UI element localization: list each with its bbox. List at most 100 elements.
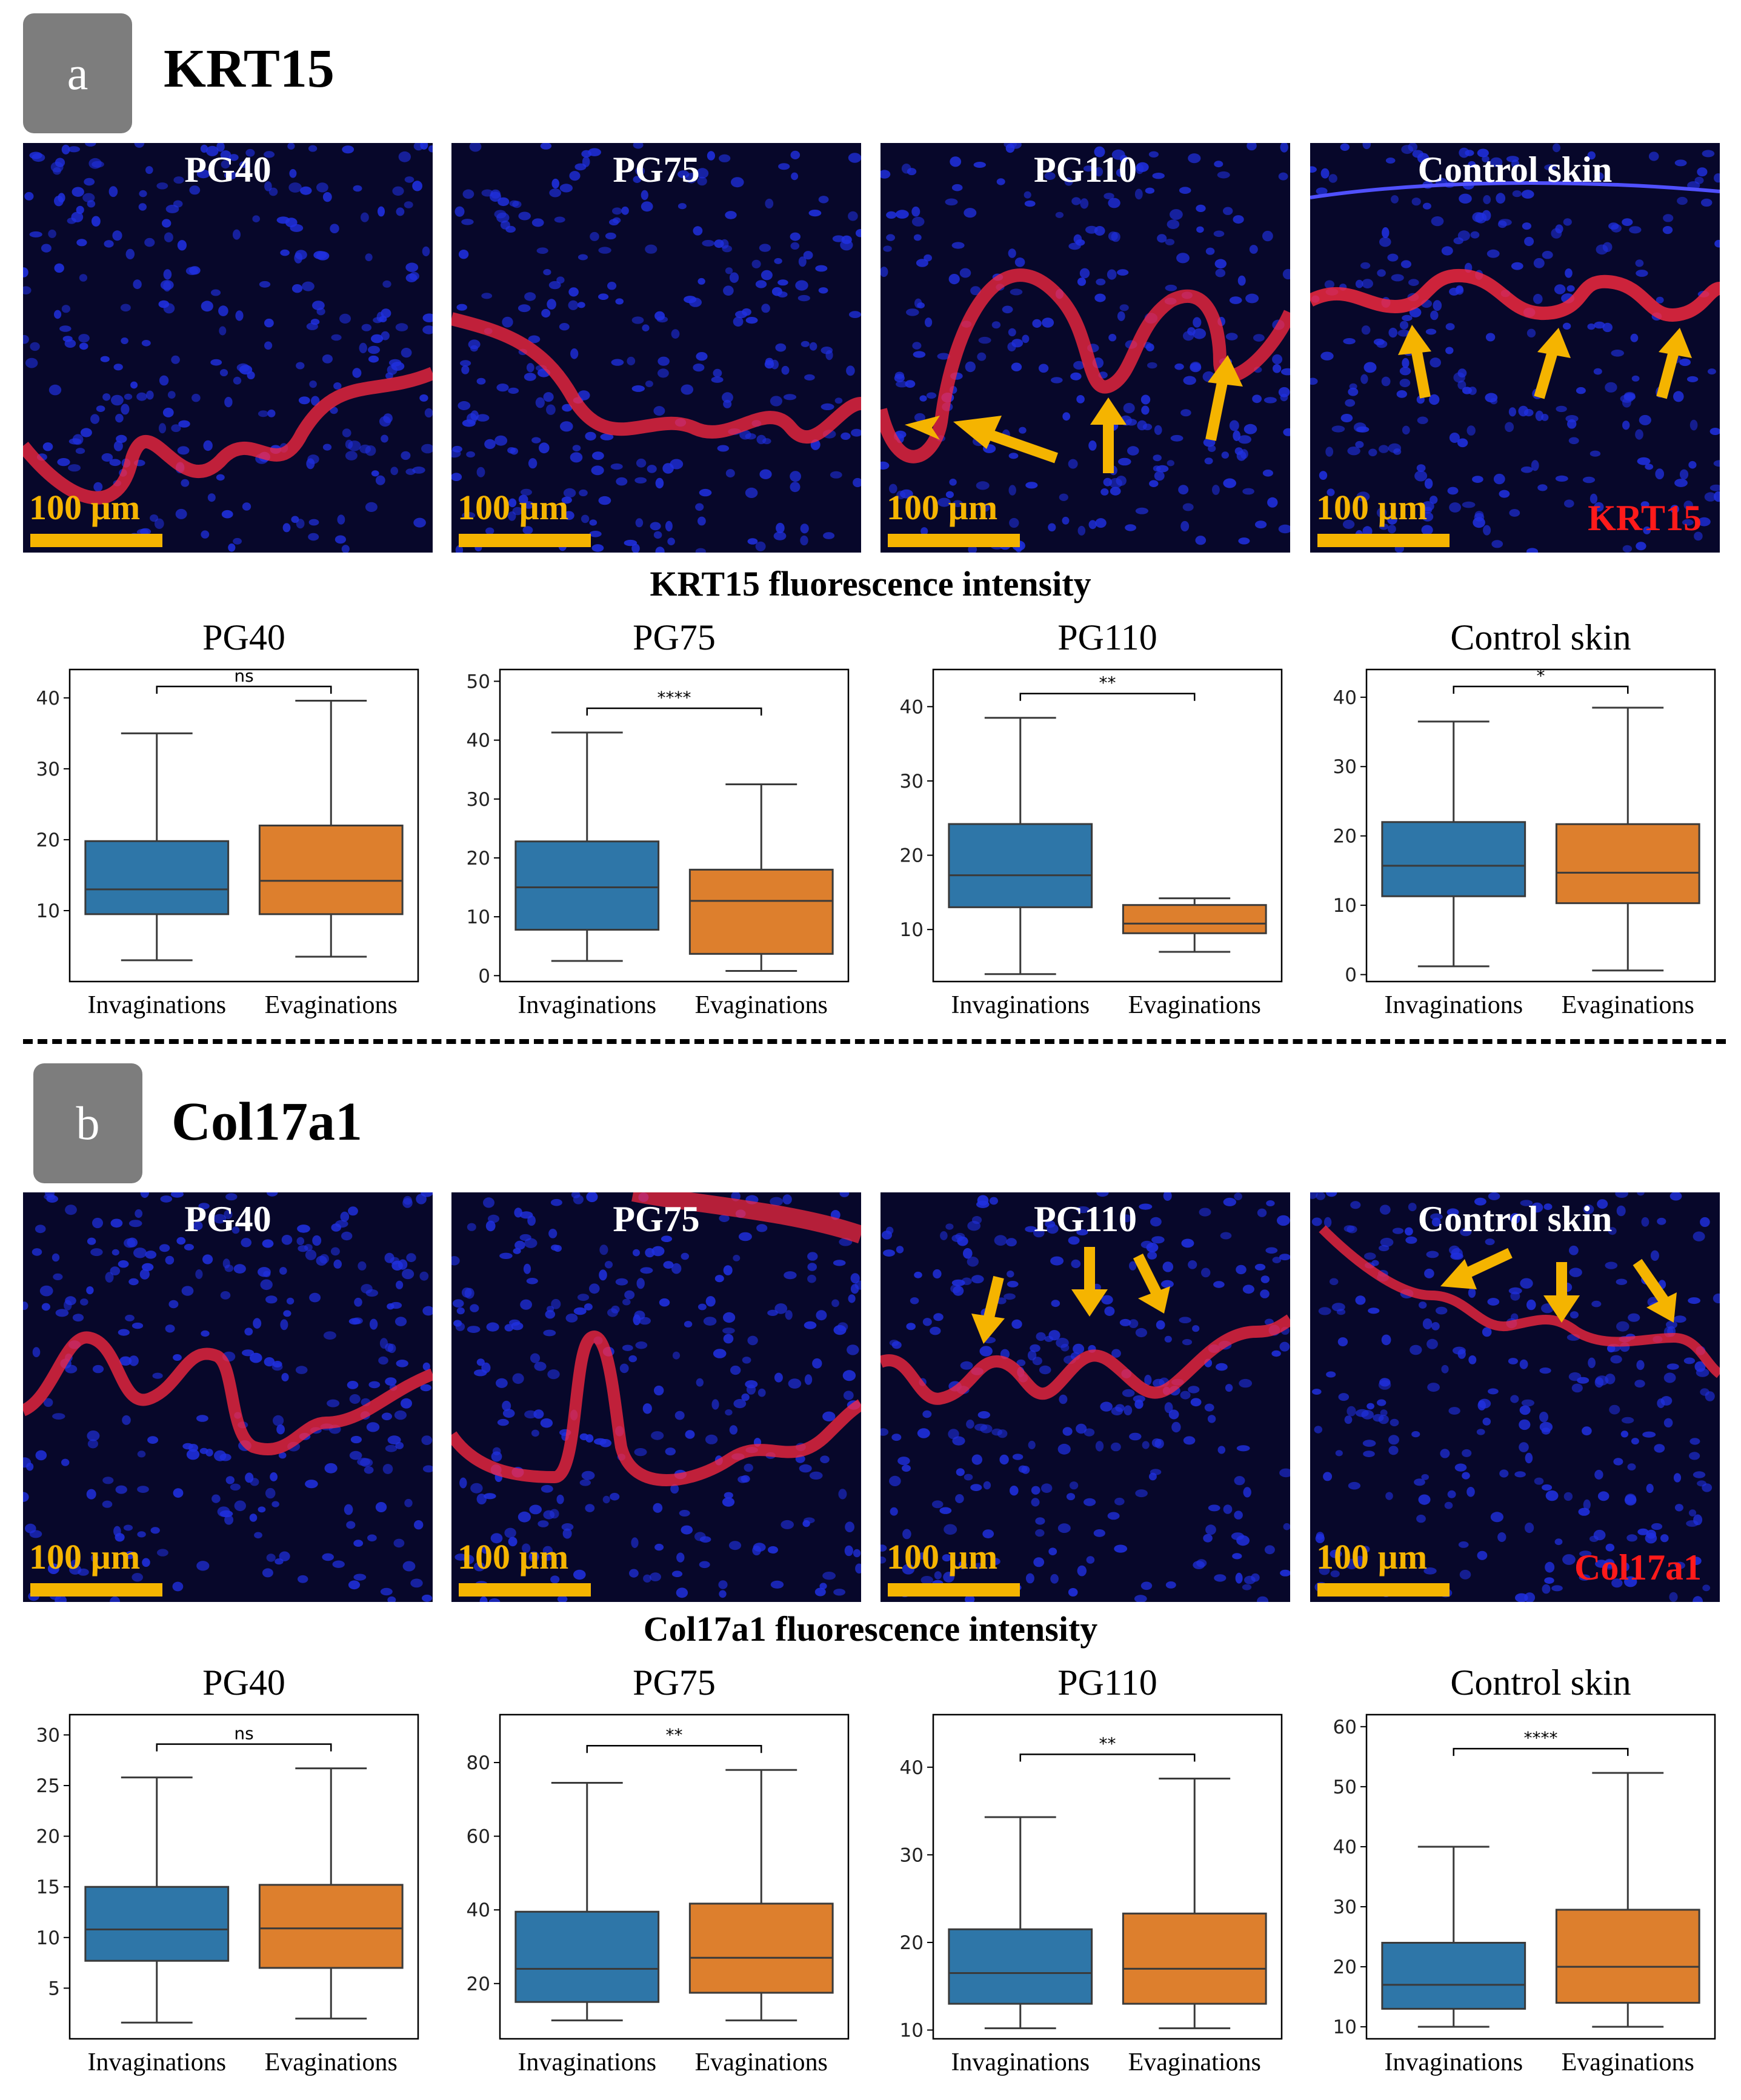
scale-bar-label: 100 µm — [458, 488, 569, 527]
box-iqr — [258, 1884, 404, 1969]
nuclei — [23, 143, 433, 553]
x-tick-label: Evaginations — [1562, 991, 1694, 1019]
box-evaginations — [1555, 706, 1700, 972]
y-tick-label: 30 — [36, 759, 60, 780]
y-tick-label: 20 — [36, 1826, 60, 1848]
scale-bar-label: 100 µm — [1316, 1537, 1428, 1577]
box-iqr — [688, 1902, 834, 1994]
boxplot-svg: Control skin 0 10 20 30 40 Invaginations Evagin… — [1333, 617, 1716, 1019]
y-tick-label: 25 — [36, 1775, 60, 1797]
plot-frame — [499, 668, 850, 983]
boxplot-a-control: Control skin 0 10 20 30 40 Invaginations Evagin… — [1309, 612, 1733, 1036]
scale-bar — [1317, 534, 1450, 547]
panel-b-tag: b — [33, 1063, 142, 1183]
box-invaginations — [948, 717, 1093, 975]
image-a-pg75: PG75 100 µm — [451, 143, 861, 553]
y-tick-label: 20 — [1333, 826, 1357, 848]
y-tick-label: 30 — [467, 789, 490, 811]
plot-frame — [932, 1713, 1283, 2040]
x-tick-label: Invaginations — [518, 2048, 656, 2076]
panel-b-title: Col17a1 — [171, 1092, 362, 1152]
image-title: PG110 — [1033, 1199, 1137, 1239]
box-iqr — [514, 840, 660, 931]
image-a-pg110: PG110 100 µm — [880, 143, 1290, 553]
plot-frame — [932, 668, 1283, 983]
y-tick-label: 10 — [1333, 2016, 1357, 2038]
y-tick-label: 15 — [36, 1876, 60, 1898]
panel-divider — [23, 1039, 1726, 1044]
nuclei — [451, 143, 861, 553]
x-tick-label: Invaginations — [1384, 2048, 1523, 2076]
x-tick-label: Invaginations — [1384, 991, 1523, 1019]
nuclei — [23, 1192, 433, 1602]
y-tick-label: 50 — [467, 671, 490, 693]
scale-bar — [1317, 1583, 1450, 1597]
boxplot-b-pg75: PG75 20 40 60 80 Invaginations Evaginations ** — [442, 1657, 867, 2093]
x-tick-label: Invaginations — [951, 2048, 1090, 2076]
x-tick-label: Evaginations — [265, 2048, 398, 2076]
image-a-pg40: PG40 100 µm — [23, 143, 433, 553]
box-iqr — [1122, 1912, 1267, 2005]
scale-bar-label: 100 µm — [29, 488, 141, 527]
y-tick-label: 10 — [36, 1927, 60, 1949]
boxplot-a-pg40: PG40 10 20 30 40 Invaginations Evaginations ns — [12, 612, 436, 1036]
image-b-pg40: PG40 100 µm — [23, 1192, 433, 1602]
box-invaginations — [1381, 1846, 1526, 2028]
scale-bar — [30, 1583, 162, 1597]
box-iqr — [1555, 823, 1700, 905]
image-b-pg75: PG75 100 µm — [451, 1192, 861, 1602]
y-tick-label: 20 — [900, 845, 924, 867]
boxplot-b-pg40: PG40 5 10 15 20 25 30 Invaginations Evaginations… — [12, 1657, 436, 2093]
x-tick-label: Invaginations — [87, 991, 226, 1019]
image-title: PG40 — [184, 150, 271, 190]
boxplot-b-pg110: PG110 10 20 30 40 Invaginations Evaginations ** — [876, 1657, 1300, 2093]
boxplot-svg: PG40 5 10 15 20 25 30 Invaginations Evaginations… — [36, 1663, 419, 2076]
image-a-control: Control skin 100 µm KRT15 — [1310, 143, 1720, 553]
significance-bracket — [1453, 1747, 1629, 1756]
nuclei — [1310, 143, 1720, 553]
chart-title: PG40 — [202, 1663, 285, 1703]
box-invaginations — [514, 731, 660, 962]
image-title: PG110 — [1033, 150, 1137, 190]
y-tick-label: 40 — [900, 696, 924, 718]
panel-a-title: KRT15 — [164, 39, 335, 99]
chart-title: Control skin — [1450, 1663, 1631, 1703]
y-tick-label: 30 — [36, 1724, 60, 1746]
box-invaginations — [948, 1816, 1093, 2030]
x-tick-label: Invaginations — [87, 2048, 226, 2076]
box-iqr — [1555, 1909, 1700, 2004]
box-iqr — [514, 1910, 660, 2003]
significance-bracket — [586, 1744, 762, 1753]
y-tick-label: 20 — [36, 829, 60, 851]
box-evaginations — [688, 1769, 834, 2022]
y-tick-label: 10 — [900, 2020, 924, 2042]
y-tick-label: 40 — [467, 1899, 490, 1921]
x-tick-label: Evaginations — [265, 991, 398, 1019]
significance-bracket — [1019, 693, 1196, 701]
significance-label: * — [1537, 666, 1545, 686]
y-tick-label: 80 — [467, 1752, 490, 1774]
x-tick-label: Evaginations — [1562, 2048, 1694, 2076]
y-tick-label: 30 — [900, 1844, 924, 1866]
x-tick-label: Evaginations — [695, 991, 828, 1019]
box-evaginations — [688, 783, 834, 972]
boxplot-svg: PG110 10 20 30 40 Invaginations Evaginations ** — [900, 617, 1283, 1019]
scale-bar — [888, 1583, 1020, 1597]
box-evaginations — [258, 1767, 404, 2020]
significance-label: ns — [234, 1724, 253, 1744]
y-tick-label: 0 — [1345, 965, 1357, 986]
chart-title: PG110 — [1057, 1663, 1157, 1703]
x-tick-label: Invaginations — [951, 991, 1090, 1019]
box-invaginations — [1381, 720, 1526, 968]
scale-bar — [459, 534, 591, 547]
box-invaginations — [84, 1776, 230, 2024]
y-tick-label: 40 — [36, 688, 60, 709]
significance-label: ** — [1099, 1734, 1116, 1754]
significance-bracket — [156, 1743, 332, 1752]
plot-frame — [68, 1713, 419, 2040]
scale-bar-label: 100 µm — [887, 488, 998, 527]
x-tick-label: Evaginations — [1128, 991, 1261, 1019]
box-iqr — [1381, 821, 1526, 897]
image-title: PG40 — [184, 1199, 271, 1239]
tissue-graphic — [1310, 143, 1720, 553]
